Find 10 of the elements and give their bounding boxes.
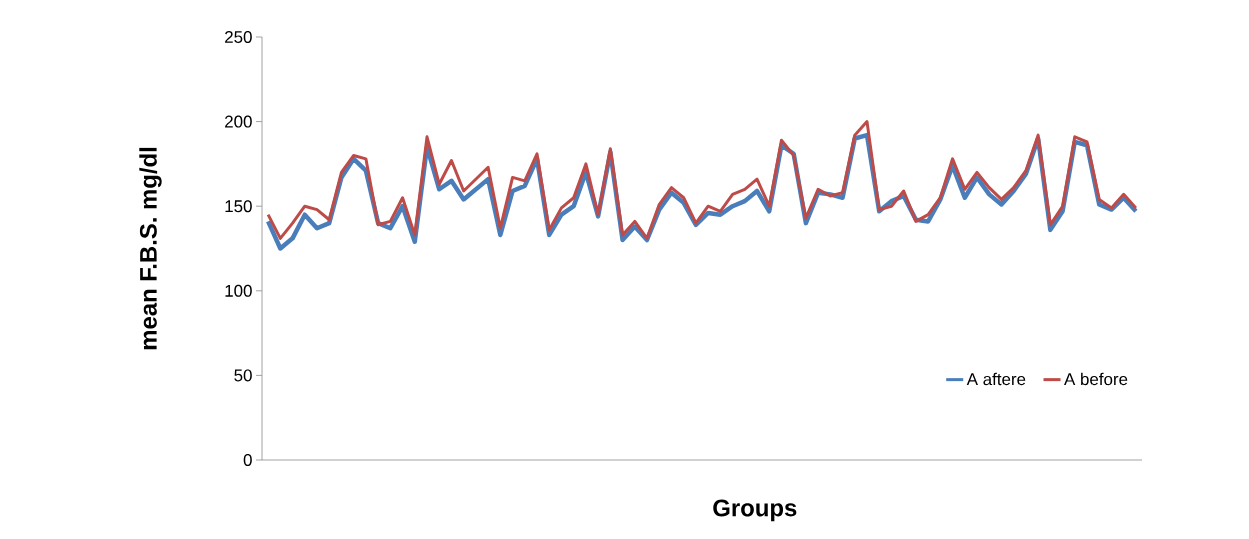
- y-tick-label: 250: [225, 31, 252, 43]
- y-tick-label: 200: [225, 115, 252, 128]
- x-axis-title: Groups: [713, 499, 797, 522]
- legend-label: A aftere: [966, 372, 1026, 386]
- y-axis-title: mean F.B.S. mg/dl: [139, 147, 162, 350]
- y-tick-label: 100: [225, 284, 252, 297]
- y-tick-label: 50: [234, 369, 252, 382]
- y-tick-label: 150: [225, 200, 252, 213]
- legend-label: A before: [1064, 372, 1128, 386]
- y-tick-label: 0: [243, 454, 252, 466]
